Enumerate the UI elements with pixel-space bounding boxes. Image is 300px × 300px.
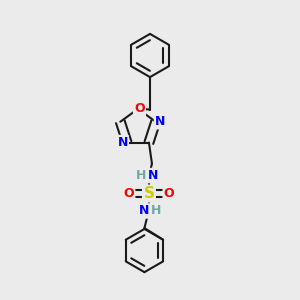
Text: O: O xyxy=(164,187,174,200)
Text: N: N xyxy=(155,115,165,128)
Text: H: H xyxy=(136,169,147,182)
Text: O: O xyxy=(134,102,145,116)
Text: H: H xyxy=(151,204,162,218)
Text: N: N xyxy=(117,136,128,149)
Text: S: S xyxy=(143,186,155,201)
Text: N: N xyxy=(139,204,150,218)
Text: N: N xyxy=(148,169,159,182)
Text: O: O xyxy=(124,187,134,200)
